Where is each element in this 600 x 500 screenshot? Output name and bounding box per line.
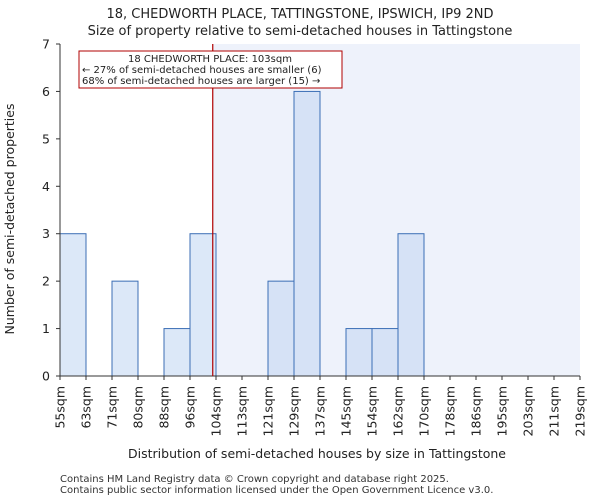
annotation-line2: ← 27% of semi-detached houses are smalle… (82, 65, 322, 76)
x-tick-label-186sqm: 186sqm (469, 386, 484, 436)
y-tick-label-7: 7 (42, 37, 50, 52)
bar-154sqm (371, 328, 399, 377)
footer-line2: Contains public sector information licen… (60, 485, 494, 496)
x-tick-label-71sqm: 71sqm (105, 386, 120, 429)
x-tick-label-154sqm: 154sqm (365, 386, 380, 436)
bar-145sqm (345, 328, 373, 377)
x-tick-label-162sqm: 162sqm (391, 386, 406, 436)
x-tick-label-104sqm: 104sqm (209, 386, 224, 436)
y-tick-label-0: 0 (42, 369, 50, 384)
chart-title-line1: 18, CHEDWORTH PLACE, TATTINGSTONE, IPSWI… (106, 7, 493, 22)
x-tick-label-96sqm: 96sqm (183, 386, 198, 429)
annotation-line3: 68% of semi-detached houses are larger (… (82, 76, 320, 87)
bar-55sqm (59, 233, 87, 377)
x-tick-label-55sqm: 55sqm (53, 386, 68, 429)
y-tick-label-3: 3 (42, 226, 50, 241)
x-tick-label-170sqm: 170sqm (417, 386, 432, 436)
x-tick-label-121sqm: 121sqm (261, 386, 276, 436)
x-tick-label-211sqm: 211sqm (547, 386, 562, 436)
y-tick-label-1: 1 (42, 321, 50, 336)
y-axis-label: Number of semi-detached properties (2, 104, 17, 335)
x-tick-label-80sqm: 80sqm (131, 386, 146, 429)
x-tick-label-203sqm: 203sqm (521, 386, 536, 436)
x-tick-label-88sqm: 88sqm (157, 386, 172, 429)
bar-88sqm (163, 328, 191, 377)
annotation-line1: 18 CHEDWORTH PLACE: 103sqm (128, 54, 292, 65)
x-tick-label-113sqm: 113sqm (235, 386, 250, 436)
x-tick-label-219sqm: 219sqm (573, 386, 588, 436)
annotation-box (78, 50, 343, 89)
y-tick-label-4: 4 (42, 179, 50, 194)
footer-line1: Contains HM Land Registry data © Crown c… (60, 474, 449, 485)
chart-title-line2: Size of property relative to semi-detach… (88, 24, 513, 39)
y-tick-label-5: 5 (42, 131, 50, 146)
bar-96sqm (189, 233, 217, 377)
x-tick-label-145sqm: 145sqm (339, 386, 354, 436)
bar-162sqm (397, 233, 425, 377)
x-tick-label-137sqm: 137sqm (313, 386, 328, 436)
x-tick-label-195sqm: 195sqm (495, 386, 510, 436)
y-tick-label-2: 2 (42, 274, 50, 289)
x-axis-label: Distribution of semi-detached houses by … (128, 446, 506, 461)
x-tick-label-178sqm: 178sqm (443, 386, 458, 436)
bar-71sqm (111, 280, 139, 377)
x-tick-label-129sqm: 129sqm (287, 386, 302, 436)
bar-129sqm (293, 90, 321, 377)
plot-area: 0 1 2 3 4 5 6 7 55sqm 63sqm 71sqm 80sqm 88sqm 96sqm 10… (42, 37, 587, 437)
bar-121sqm (267, 280, 295, 377)
y-tick-label-6: 6 (42, 84, 50, 99)
x-tick-label-63sqm: 63sqm (79, 386, 94, 429)
